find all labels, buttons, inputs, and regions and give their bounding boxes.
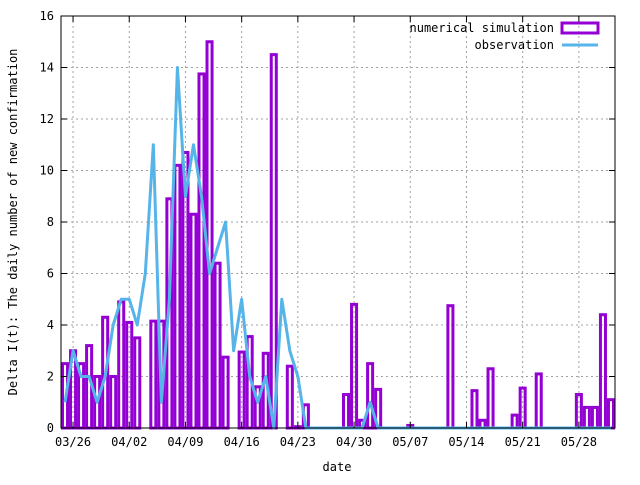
x-tick-label: 05/14 [448,435,484,449]
x-tick-label: 04/16 [224,435,260,449]
simulation-bar [598,313,607,430]
x-tick-label: 05/28 [561,435,597,449]
y-tick-label: 6 [47,267,54,281]
simulation-bar [582,405,591,430]
grid [61,16,615,428]
simulation-bar [133,336,142,430]
y-tick-label: 8 [47,215,54,229]
simulation-bar [510,413,519,430]
simulation-bar [606,398,615,430]
y-tick-label: 14 [40,61,54,75]
legend: numerical simulation observation [410,21,600,52]
x-tick-label: 04/02 [111,435,147,449]
observation-line-layer [63,66,611,430]
y-tick-label: 4 [47,318,54,332]
simulation-bar [197,72,206,430]
simulation-bar [366,362,375,430]
observation-line [63,66,611,430]
simulation-bar [173,163,182,430]
simulation-bar [189,212,198,430]
simulation-bar [470,389,479,430]
y-tick-label: 10 [40,164,54,178]
simulation-bar [213,261,222,430]
simulation-bar [590,405,599,430]
simulation-bar [269,53,278,430]
y-tick-label: 12 [40,112,54,126]
y-tick-label: 0 [47,421,54,435]
x-tick-label: 05/21 [505,435,541,449]
simulation-bar [285,364,294,430]
axis-ticks: 0 2 4 6 8 10 12 14 16 03/26 04/02 04/09 04/16 04/23 04… [40,9,615,449]
x-tick-label: 04/09 [167,435,203,449]
simulation-bar [109,375,118,430]
simulation-bar [221,355,230,430]
y-axis-label: Delta I(t): The daily number of new conf… [6,49,20,396]
simulation-bar [205,40,214,430]
simulation-bar [342,393,351,430]
x-tick-label: 05/07 [392,435,428,449]
legend-label-observation: observation [475,38,554,52]
legend-label-simulation: numerical simulation [410,21,555,35]
x-axis-label: date [323,460,352,474]
simulation-bar [446,304,455,430]
simulation-bar [117,300,126,430]
x-tick-label: 04/23 [280,435,316,449]
y-tick-label: 2 [47,370,54,384]
x-tick-label: 03/26 [55,435,91,449]
simulation-bar [486,367,495,430]
x-tick-label: 04/30 [336,435,372,449]
legend-swatch-simulation [560,21,600,35]
simulation-bar [149,319,158,430]
simulation-bars [61,40,615,430]
y-tick-label: 16 [40,9,54,23]
simulation-bar [534,372,543,430]
